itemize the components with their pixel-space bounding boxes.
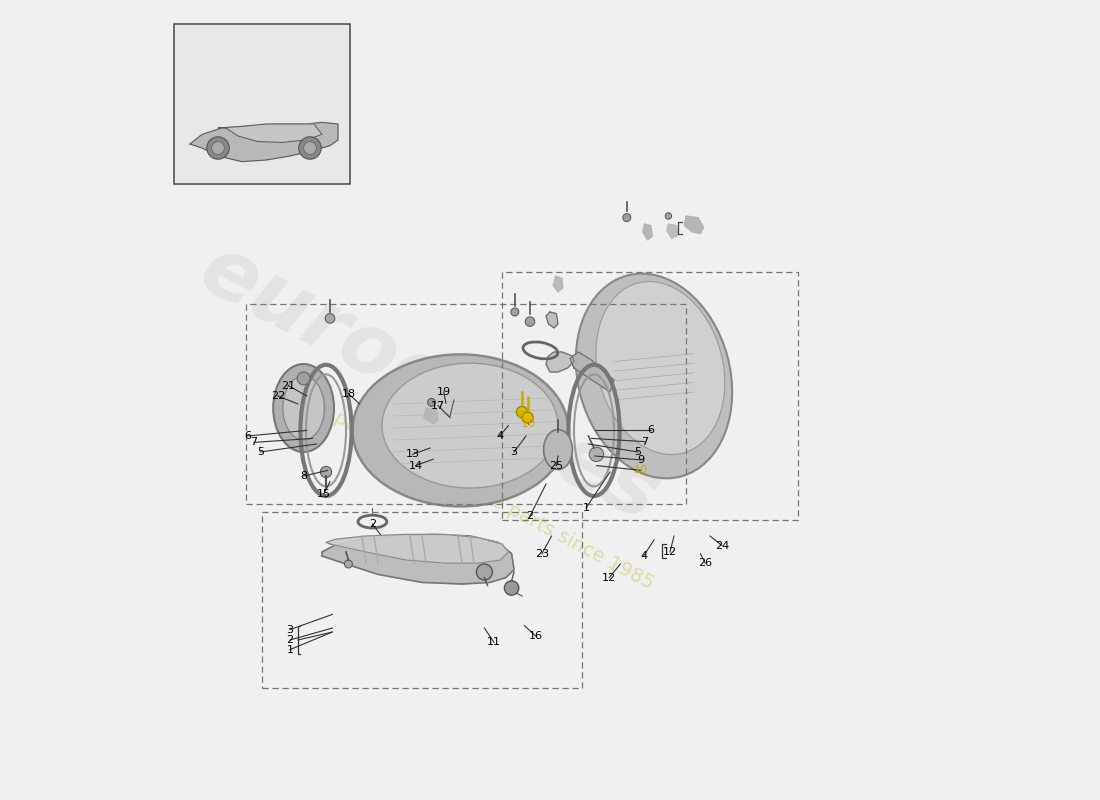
Polygon shape [642, 224, 652, 240]
Text: 8: 8 [517, 411, 524, 421]
Text: 25: 25 [549, 461, 563, 470]
Circle shape [207, 137, 229, 159]
Polygon shape [684, 216, 704, 234]
Circle shape [525, 317, 535, 326]
Text: 22: 22 [271, 391, 285, 401]
Polygon shape [218, 124, 322, 142]
Polygon shape [546, 352, 574, 372]
Text: 12: 12 [602, 573, 616, 582]
Circle shape [304, 142, 317, 154]
Text: 13: 13 [406, 450, 419, 459]
Circle shape [299, 137, 321, 159]
Text: 19: 19 [437, 387, 451, 397]
Text: 21: 21 [282, 381, 296, 390]
Text: 5: 5 [257, 447, 264, 457]
Text: 1: 1 [286, 645, 294, 654]
Ellipse shape [596, 282, 725, 454]
Circle shape [344, 560, 352, 568]
Text: 18: 18 [341, 389, 355, 398]
Text: 3: 3 [510, 447, 517, 457]
Ellipse shape [283, 376, 324, 440]
Text: 14: 14 [408, 461, 422, 470]
Polygon shape [546, 312, 558, 328]
Text: 12: 12 [663, 547, 678, 557]
Ellipse shape [575, 274, 733, 478]
Text: 2: 2 [286, 635, 294, 645]
Text: 17: 17 [431, 401, 446, 410]
Circle shape [516, 406, 528, 418]
Polygon shape [570, 352, 614, 392]
Text: 15: 15 [317, 490, 331, 499]
Polygon shape [424, 408, 438, 424]
Polygon shape [190, 122, 338, 162]
Circle shape [590, 447, 604, 462]
Bar [502, 272, 798, 520]
Ellipse shape [273, 364, 334, 452]
Bar [246, 304, 686, 504]
Text: 6: 6 [647, 426, 654, 435]
Text: 2: 2 [527, 511, 534, 521]
Ellipse shape [352, 354, 569, 506]
Text: a passion for Porsche parts since 1985: a passion for Porsche parts since 1985 [315, 399, 657, 593]
Text: 4: 4 [640, 551, 647, 561]
Polygon shape [322, 534, 514, 584]
Text: eurocarres: eurocarres [187, 229, 673, 539]
Text: 8: 8 [300, 471, 307, 481]
Circle shape [476, 564, 493, 580]
Ellipse shape [543, 430, 572, 470]
Bar [262, 512, 582, 688]
Text: 7: 7 [641, 437, 648, 446]
Text: 11: 11 [487, 638, 500, 647]
Circle shape [211, 142, 224, 154]
Circle shape [510, 308, 519, 316]
Text: 6: 6 [244, 431, 251, 441]
Circle shape [326, 314, 334, 323]
Text: 16: 16 [529, 631, 542, 641]
Polygon shape [667, 224, 678, 238]
Polygon shape [553, 276, 563, 292]
Text: 1: 1 [583, 503, 590, 513]
Circle shape [623, 214, 630, 222]
Bar [174, 24, 350, 184]
Circle shape [666, 213, 672, 219]
Text: 3: 3 [286, 625, 294, 634]
Text: 26: 26 [698, 558, 713, 568]
Circle shape [522, 412, 534, 423]
Circle shape [297, 372, 310, 385]
Circle shape [505, 581, 519, 595]
Text: 24: 24 [715, 541, 729, 550]
Text: 7: 7 [251, 438, 257, 447]
Text: 20: 20 [521, 419, 536, 429]
Text: 4: 4 [496, 431, 503, 441]
Polygon shape [326, 534, 508, 563]
Ellipse shape [382, 363, 558, 488]
Text: 5: 5 [635, 447, 641, 457]
Text: 23: 23 [535, 549, 549, 558]
Text: 9: 9 [638, 455, 645, 465]
Circle shape [428, 398, 436, 406]
Circle shape [320, 466, 331, 478]
Text: 10: 10 [635, 466, 648, 475]
Text: 2: 2 [368, 519, 376, 529]
